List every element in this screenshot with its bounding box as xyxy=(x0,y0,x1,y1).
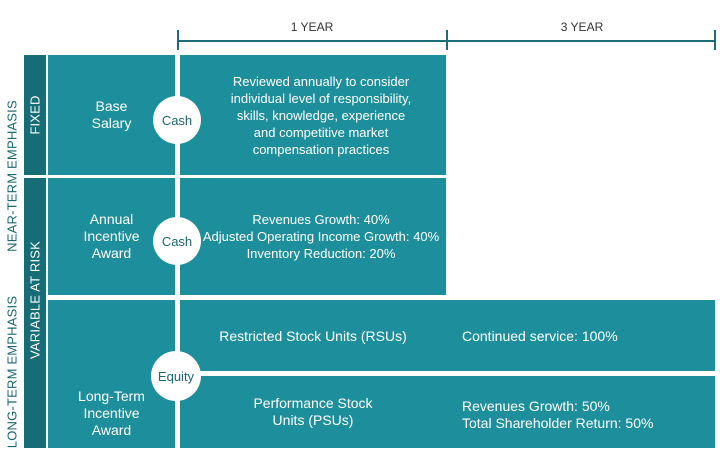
base-salary-cash-circle: Cash xyxy=(153,96,201,144)
psu-metrics: Revenues Growth: 50% Total Shareholder R… xyxy=(462,398,654,431)
rsu-metric: Continued service: 100% xyxy=(462,328,618,344)
annual-incentive-cash-circle: Cash xyxy=(153,217,201,265)
variable-at-risk-label: VARIABLE AT RISK xyxy=(27,240,43,360)
base-salary-description: Reviewed annually to consider individual… xyxy=(230,73,412,157)
header-1-year: 1 YEAR xyxy=(290,20,334,34)
annual-incentive-metrics-cell xyxy=(180,178,446,295)
base-salary-description-cell xyxy=(180,55,446,175)
fixed-bar xyxy=(24,55,46,175)
long-term-equity-circle: Equity xyxy=(151,351,201,401)
long-term-incentive-label: Long-Term Incentive Award xyxy=(78,387,145,438)
variable-at-risk-bar xyxy=(24,178,46,448)
rsu-row-cell xyxy=(180,300,715,371)
long-term-emphasis-label: LONG-TERM EMPHASIS xyxy=(4,295,20,449)
timeline-tick-1year xyxy=(446,30,448,50)
psu-name: Performance Stock Units (PSUs) xyxy=(253,395,373,428)
timeline-tick-3year xyxy=(714,30,716,50)
near-term-emphasis-label: NEAR-TERM EMPHASIS xyxy=(4,100,20,252)
timeline-tick-start xyxy=(177,30,179,50)
fixed-label: FIXED xyxy=(27,95,43,135)
header-3-year: 3 YEAR xyxy=(560,20,604,34)
annual-incentive-metrics: Revenues Growth: 40% Adjusted Operating … xyxy=(202,212,440,261)
annual-incentive-label: Annual Incentive Award xyxy=(83,211,140,261)
rsu-name: Restricted Stock Units (RSUs) xyxy=(219,328,407,344)
base-salary-label: Base Salary xyxy=(91,98,132,131)
psu-row-cell xyxy=(180,376,715,448)
